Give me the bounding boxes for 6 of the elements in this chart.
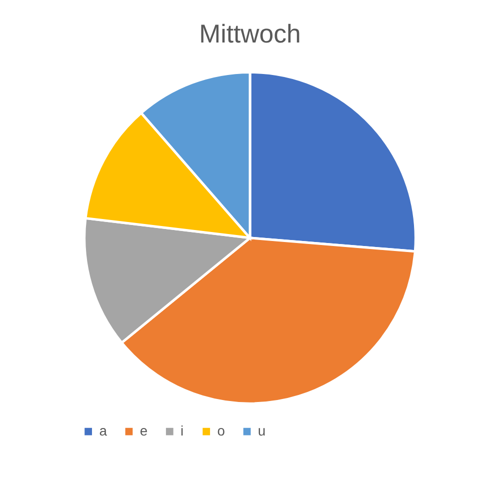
legend-label: a: [99, 422, 108, 439]
legend-label: o: [217, 422, 226, 439]
legend-label: u: [258, 422, 266, 439]
legend-label: e: [140, 422, 148, 439]
chart-title: Mittwoch: [199, 20, 301, 48]
legend-label: i: [180, 422, 184, 439]
